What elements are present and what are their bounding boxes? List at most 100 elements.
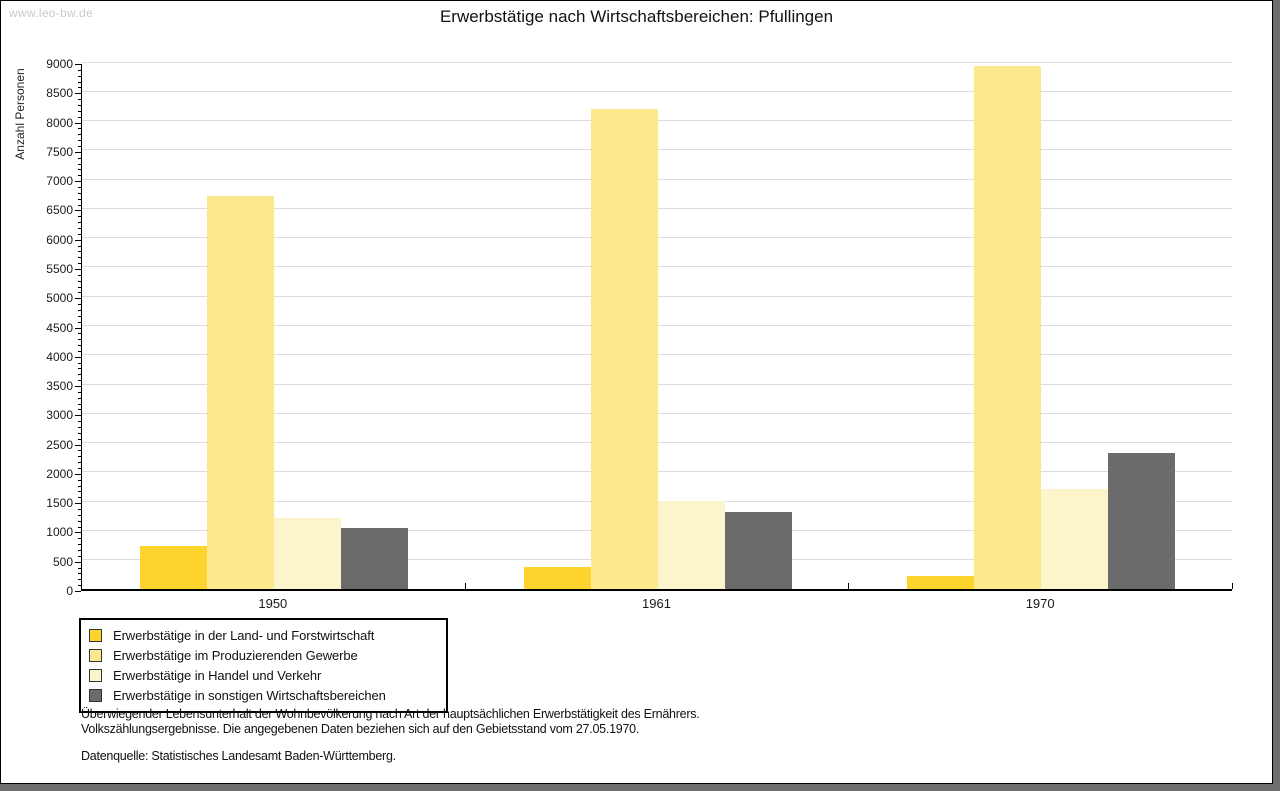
y-tick-minor [78,350,81,352]
y-tick-label: 4000 [46,349,73,364]
legend-item: Erwerbstätige in Handel und Verkehr [89,665,438,685]
y-tick-major [75,93,81,95]
y-tick-minor [78,491,81,493]
y-tick-minor [78,116,81,118]
legend-label: Erwerbstätige im Produzierenden Gewerbe [113,647,358,663]
y-tick-minor [78,292,81,294]
y-tick-major [75,327,81,329]
y-tick-minor [78,438,81,440]
y-tick-minor [78,140,81,142]
y-tick-major [75,64,81,65]
y-tick-label: 5000 [46,291,73,306]
y-tick-minor [78,309,81,311]
legend-label: Erwerbstätige in sonstigen Wirtschaftsbe… [113,687,386,703]
y-tick-minor [78,485,81,487]
legend-label: Erwerbstätige in Handel und Verkehr [113,667,322,683]
y-tick-label: 3500 [46,379,73,394]
y-tick-minor [78,520,81,522]
y-tick-label: 5500 [46,261,73,276]
y-tick-minor [78,263,81,265]
legend-swatch [89,628,102,642]
y-tick-major [75,181,81,183]
legend-swatch [89,688,102,702]
y-tick-minor [78,75,81,77]
footnote-line: Volkszählungsergebnisse. Die angegebenen… [81,721,640,736]
y-tick-minor [78,81,81,83]
bar-1970-s3 [1041,488,1109,589]
y-tick-minor [78,216,81,218]
y-tick-label: 8500 [46,86,73,101]
y-tick-minor [78,222,81,224]
y-tick-minor [78,432,81,434]
y-tick-minor [78,251,81,253]
legend-item: Erwerbstätige in sonstigen Wirtschaftsbe… [89,685,438,705]
bar-1950-s4 [340,527,408,589]
y-tick-label: 8000 [46,115,73,130]
legend-swatch [89,668,102,682]
y-tick-label: 4500 [46,320,73,335]
y-tick-minor [78,192,81,194]
y-tick-major [75,561,81,563]
y-tick-minor [78,573,81,575]
y-tick-minor [78,233,81,235]
gridline [82,61,1232,63]
y-tick-minor [78,544,81,546]
y-tick-major [75,415,81,417]
y-tick-minor [78,274,81,276]
legend-item: Erwerbstätige im Produzierenden Gewerbe [89,645,438,665]
y-tick-minor [78,538,81,540]
y-tick-minor [78,315,81,317]
legend-label: Erwerbstätige in der Land- und Forstwirt… [113,627,375,643]
y-tick-minor [78,345,81,347]
y-tick-minor [78,163,81,165]
y-tick-major [75,122,81,124]
bar-1970-s1 [907,576,975,589]
watermark: www.leo-bw.de [9,6,93,20]
y-tick-major [75,532,81,534]
x-boundary-tick [848,583,850,589]
y-tick-minor [78,175,81,177]
bar-1950-s3 [273,518,341,589]
y-tick-minor [78,374,81,376]
x-category-label: 1950 [258,596,288,611]
y-tick-minor [78,526,81,528]
y-tick-minor [78,403,81,405]
y-tick-major [75,503,81,505]
bar-1961-s1 [523,566,591,589]
y-tick-label: 6000 [46,232,73,247]
y-tick-minor [78,280,81,282]
y-tick-minor [78,204,81,206]
bar-1961-s4 [724,512,792,589]
y-tick-major [75,356,81,358]
bar-1970-s4 [1108,452,1176,589]
y-tick-label: 7000 [46,174,73,189]
y-tick-minor [78,456,81,458]
y-tick-minor [78,555,81,557]
footnote-source: Datenquelle: Statistisches Landesamt Bad… [81,749,396,763]
y-tick-label: 500 [52,554,73,569]
legend: Erwerbstätige in der Land- und Forstwirt… [79,618,448,713]
y-tick-minor [78,450,81,452]
legend-swatch [89,648,102,662]
bar-1970-s2 [974,66,1042,589]
y-tick-minor [78,245,81,247]
y-tick-minor [78,468,81,470]
y-tick-minor [78,286,81,288]
y-tick-major [75,591,81,592]
y-tick-minor [78,145,81,147]
y-tick-minor [78,134,81,136]
y-tick-label: 1000 [46,525,73,540]
y-tick-minor [78,157,81,159]
y-tick-minor [78,186,81,188]
bar-1961-s2 [590,109,658,589]
y-tick-major [75,444,81,446]
y-tick-minor [78,368,81,370]
bar-1950-s2 [206,195,274,589]
y-tick-minor [78,227,81,229]
y-tick-minor [78,397,81,399]
y-tick-label: 7500 [46,144,73,159]
y-tick-minor [78,514,81,516]
y-tick-major [75,298,81,300]
